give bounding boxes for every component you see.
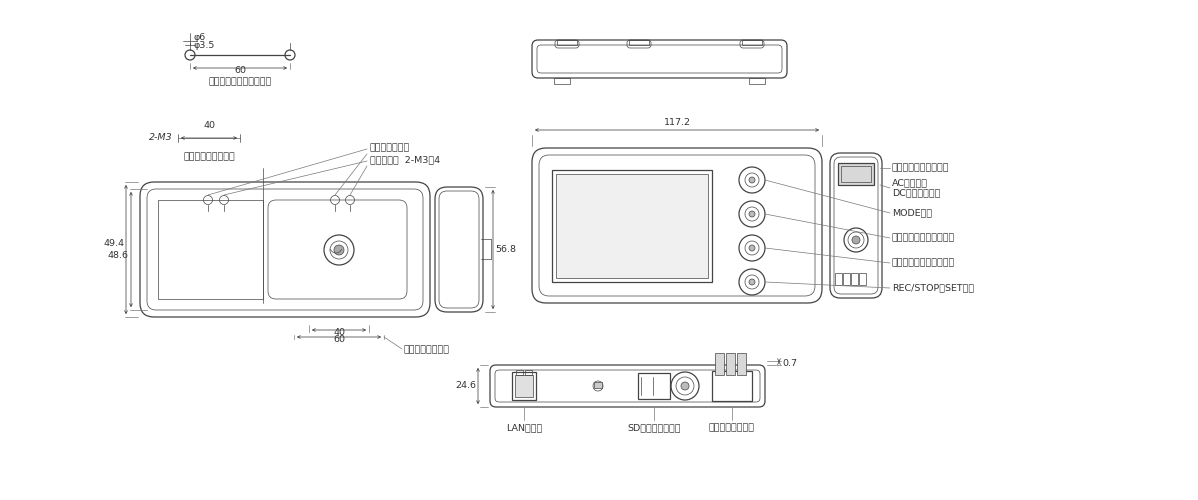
Text: ネジ引っ掛け穴加工寸法: ネジ引っ掛け穴加工寸法 <box>208 77 272 86</box>
Text: 0.7: 0.7 <box>782 358 797 368</box>
Bar <box>553 78 570 84</box>
Text: DCケーブル端子: DCケーブル端子 <box>893 188 940 198</box>
Text: 項目選択キー（下方向）: 項目選択キー（下方向） <box>893 258 955 268</box>
Bar <box>594 382 603 388</box>
Bar <box>552 170 712 282</box>
Text: 49.4: 49.4 <box>103 238 125 248</box>
Text: アラーム出力端子: アラーム出力端子 <box>709 423 755 432</box>
Text: 56.8: 56.8 <box>495 244 516 254</box>
Circle shape <box>749 279 755 285</box>
Text: 60: 60 <box>333 335 345 344</box>
Bar <box>859 273 866 285</box>
Text: 取付ネジ穴加工寸法: 取付ネジ穴加工寸法 <box>183 152 235 161</box>
Text: REC/STOP・SETキー: REC/STOP・SETキー <box>893 284 974 292</box>
Text: 項目選択キー（上方向）: 項目選択キー（上方向） <box>893 234 955 242</box>
Bar <box>726 353 736 375</box>
Bar <box>843 273 851 285</box>
Text: 40: 40 <box>202 121 214 130</box>
Text: ネジ引っ掛け穴: ネジ引っ掛け穴 <box>370 143 410 152</box>
Text: 40: 40 <box>333 328 345 337</box>
Text: ACアダプタ: ACアダプタ <box>893 178 928 188</box>
Circle shape <box>680 382 689 390</box>
Bar <box>639 373 670 399</box>
Bar <box>742 40 762 45</box>
Text: MODEキー: MODEキー <box>893 208 932 218</box>
Bar <box>557 40 577 45</box>
Text: 24.6: 24.6 <box>455 382 476 390</box>
Text: 2-M3: 2-M3 <box>150 134 173 142</box>
Bar <box>835 273 842 285</box>
Bar <box>715 353 724 375</box>
Bar <box>516 370 524 375</box>
Bar <box>515 375 533 397</box>
Circle shape <box>749 177 755 183</box>
Text: φ3.5: φ3.5 <box>193 41 214 50</box>
Circle shape <box>852 236 860 244</box>
Text: 60: 60 <box>234 66 246 75</box>
Circle shape <box>749 245 755 251</box>
Text: リセットスイッチ: リセットスイッチ <box>404 345 450 354</box>
Text: φ6: φ6 <box>193 33 205 42</box>
Circle shape <box>334 245 344 255</box>
Bar <box>712 371 752 401</box>
Text: 117.2: 117.2 <box>664 118 690 127</box>
Bar <box>629 40 649 45</box>
Text: LANポート: LANポート <box>506 423 543 432</box>
Circle shape <box>749 211 755 217</box>
Text: 48.6: 48.6 <box>108 250 129 260</box>
Bar <box>749 78 766 84</box>
Bar <box>851 273 858 285</box>
Bar <box>556 174 708 278</box>
Bar <box>525 370 532 375</box>
Bar <box>841 166 871 182</box>
Bar <box>737 353 746 375</box>
Text: SDカードスロット: SDカードスロット <box>628 423 680 432</box>
Bar <box>837 163 875 185</box>
Text: 取付ネジ穴  2-M3深4: 取付ネジ穴 2-M3深4 <box>370 155 440 164</box>
Bar <box>512 372 536 400</box>
Bar <box>158 200 264 299</box>
Text: センサヘッドコネクタ: センサヘッドコネクタ <box>893 164 950 172</box>
